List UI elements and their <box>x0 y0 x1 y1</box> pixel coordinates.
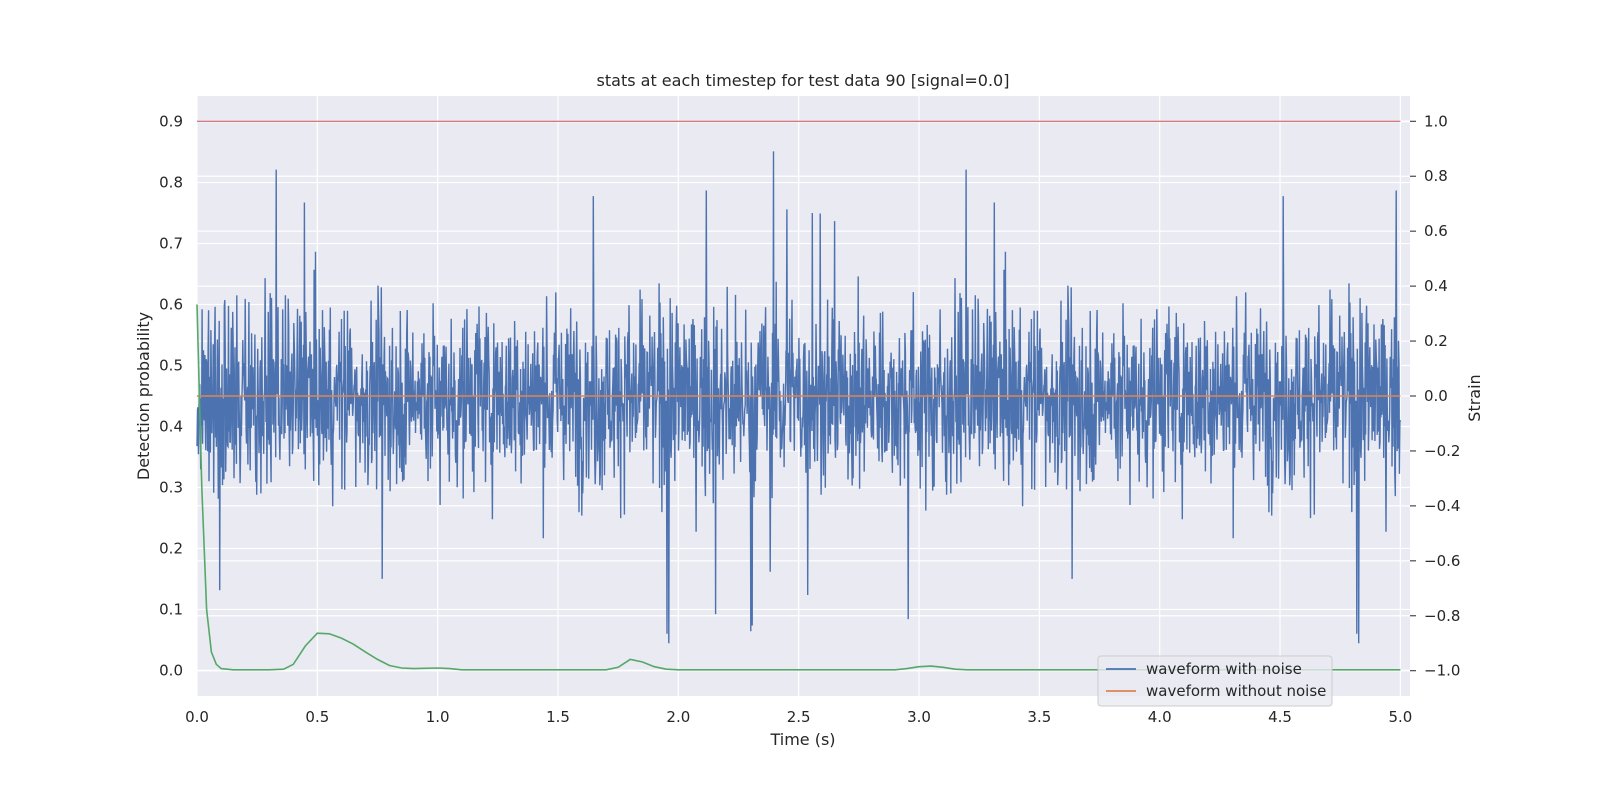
x-tick-label: 1.0 <box>426 708 450 726</box>
y-left-tick-label: 0.5 <box>159 357 183 375</box>
y-right-tick-label: 0.4 <box>1424 277 1448 295</box>
series-layer <box>196 120 1402 671</box>
y-left-tick-label: 0.4 <box>159 417 183 435</box>
legend: waveform with noise waveform without noi… <box>1097 655 1333 707</box>
y-right-tick-label: −0.8 <box>1424 607 1460 625</box>
y-left-tick-label: 0.1 <box>159 600 183 618</box>
legend-box <box>1097 655 1333 707</box>
y-right-tick-label: −0.6 <box>1424 552 1460 570</box>
x-tick-label: 0.0 <box>185 708 209 726</box>
y-right-tick-label: 1.0 <box>1424 112 1448 130</box>
x-tick-label: 3.0 <box>907 708 931 726</box>
y-right-tick-label: −1.0 <box>1424 662 1460 680</box>
y-left-tick-label: 0.9 <box>159 113 183 131</box>
x-tick-label: 5.0 <box>1388 708 1412 726</box>
series-waveform-with-noise <box>196 151 1402 644</box>
legend-label-noise: waveform with noise <box>1146 660 1302 678</box>
x-tick-label: 2.5 <box>787 708 811 726</box>
y-left-tick-label: 0.8 <box>159 174 183 192</box>
x-tick-label: 0.5 <box>305 708 329 726</box>
series-detection-probability <box>196 304 1401 671</box>
x-tick-label: 1.5 <box>546 708 570 726</box>
x-tick-label: 2.0 <box>666 708 690 726</box>
y-left-tick-label: 0.3 <box>159 478 183 496</box>
y-right-tick-label: 0.2 <box>1424 332 1448 350</box>
x-axis-label: Time (s) <box>769 730 835 749</box>
y-right-tick-label: 0.0 <box>1424 387 1448 405</box>
y-right-tick-label: −0.4 <box>1424 497 1460 515</box>
y-right-tick-label: 0.8 <box>1424 167 1448 185</box>
legend-label-clean: waveform without noise <box>1146 682 1326 700</box>
y-left-tick-label: 0.7 <box>159 235 183 253</box>
y-axis-label-left: Detection probability <box>134 312 153 480</box>
y-axis-label-right: Strain <box>1465 374 1484 421</box>
y-right-tick-label: −0.2 <box>1424 442 1460 460</box>
x-tick-label: 3.5 <box>1027 708 1051 726</box>
y-right-tick-label: 0.6 <box>1424 222 1448 240</box>
chart-title: stats at each timestep for test data 90 … <box>597 71 1010 90</box>
ticks: 0.0 0.5 1.0 1.5 2.0 2.5 3.0 3.5 4.0 4.5 5.0 0.0 0.1 0… <box>159 112 1460 726</box>
x-tick-label: 4.5 <box>1268 708 1292 726</box>
x-tick-label: 4.0 <box>1148 708 1172 726</box>
y-left-tick-label: 0.6 <box>159 296 183 314</box>
y-left-tick-label: 0.2 <box>159 539 183 557</box>
y-left-tick-label: 0.0 <box>159 661 183 679</box>
